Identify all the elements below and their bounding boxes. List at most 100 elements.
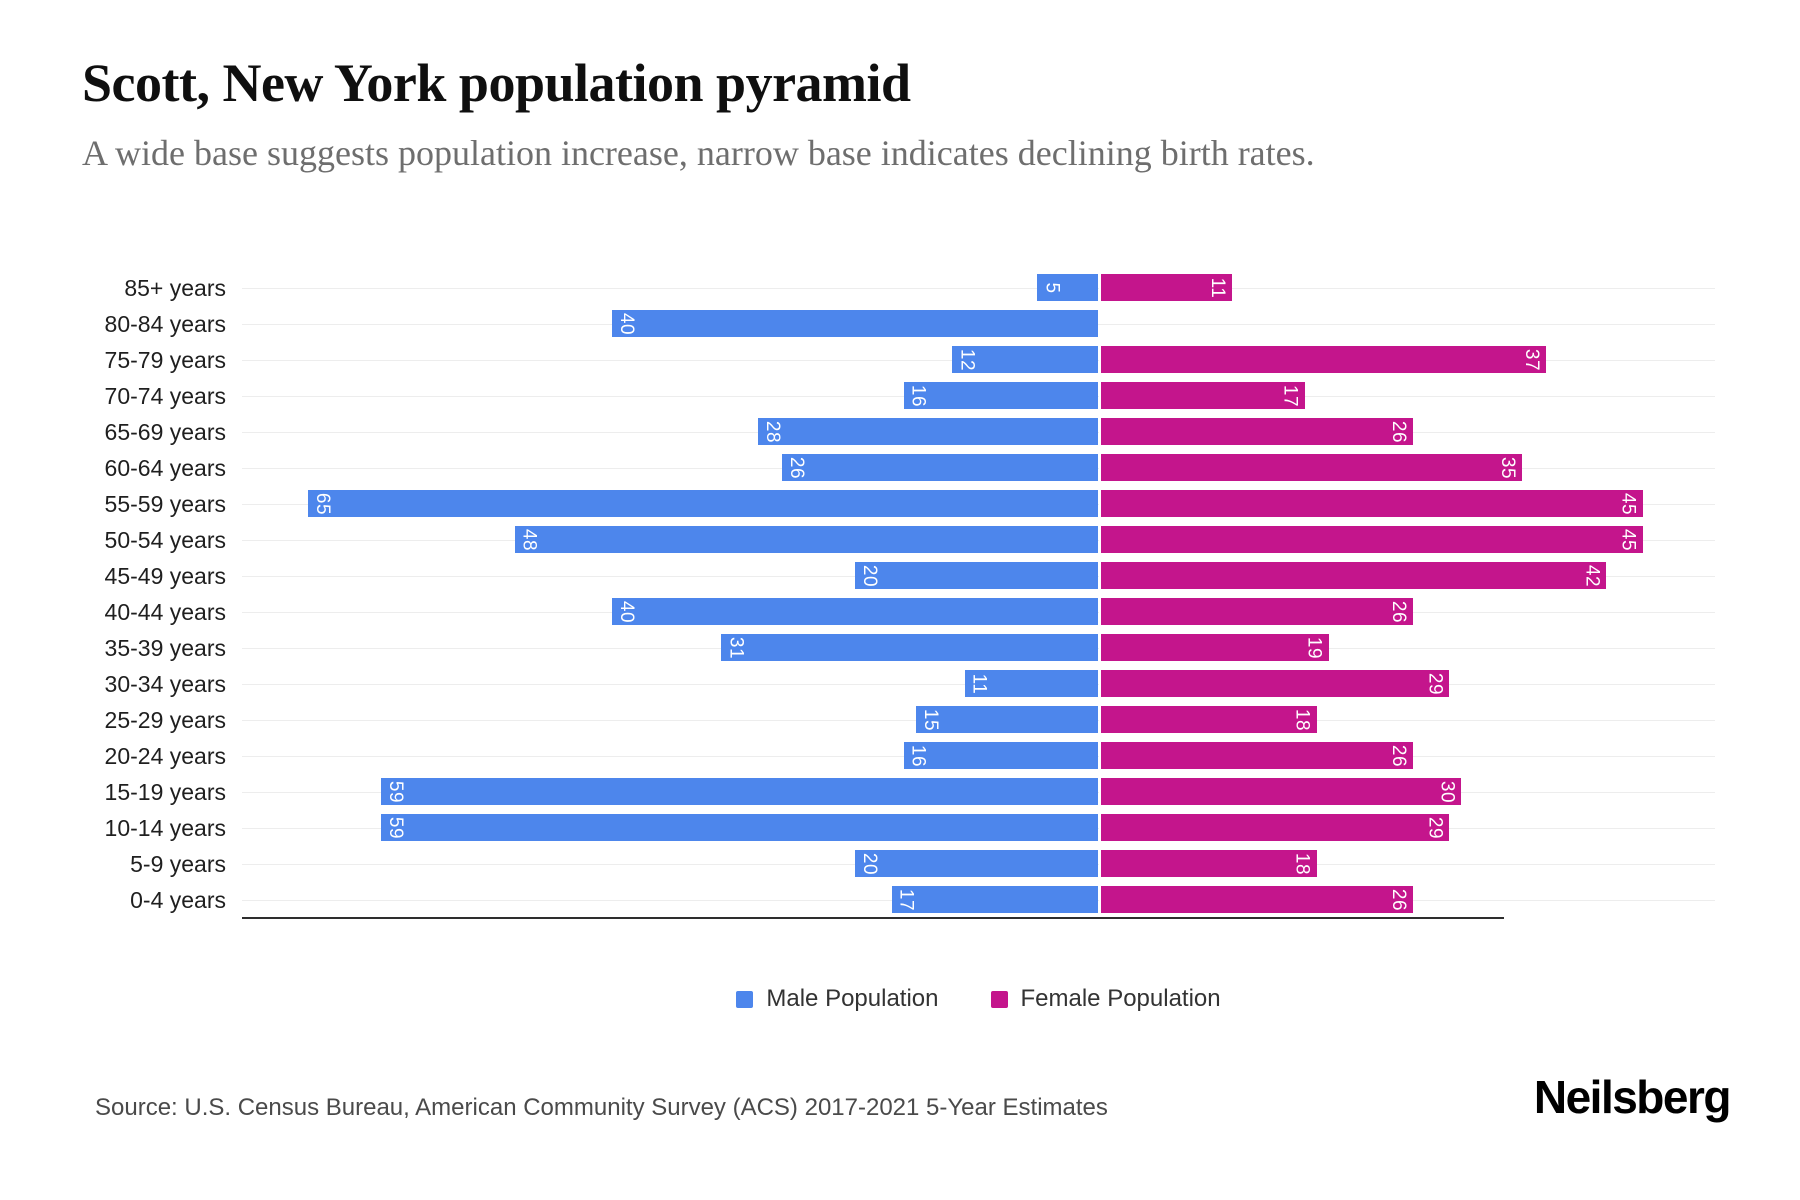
plot-area: 11 29	[242, 666, 1715, 702]
female-value-label: 37	[1520, 348, 1542, 371]
female-bar: 29	[1099, 814, 1450, 841]
female-value-label: 42	[1581, 564, 1603, 587]
female-swatch-icon	[990, 990, 1008, 1008]
female-bar: 26	[1099, 418, 1414, 445]
female-value-label: 18	[1291, 852, 1313, 875]
female-bar: 26	[1099, 598, 1414, 625]
male-bar: 20	[855, 562, 1099, 589]
female-bar: 29	[1099, 670, 1450, 697]
male-swatch-icon	[736, 990, 754, 1008]
page-title: Scott, New York population pyramid	[82, 53, 911, 113]
male-bar: 16	[903, 742, 1099, 769]
age-group-label: 50-54 years	[104, 527, 226, 553]
female-bar: 26	[1099, 886, 1414, 913]
age-group-label: 15-19 years	[104, 779, 226, 805]
male-bar: 59	[380, 778, 1099, 805]
plot-area: 40 26	[242, 594, 1715, 630]
female-bar: 17	[1099, 382, 1305, 409]
male-value-label: 20	[859, 564, 881, 587]
age-group-label: 80-84 years	[104, 311, 226, 337]
plot-area: 5 11	[242, 270, 1715, 306]
female-bar: 42	[1099, 562, 1607, 589]
female-value-label: 26	[1388, 744, 1410, 767]
plot-area: 20 42	[242, 558, 1715, 594]
female-bar: 30	[1099, 778, 1462, 805]
female-value-label: 17	[1279, 384, 1301, 407]
age-group-label: 75-79 years	[104, 347, 226, 373]
legend-label-female: Female Population	[1020, 985, 1221, 1012]
plot-area: 59 29	[242, 810, 1715, 846]
pyramid-row: 40-44 years 40 26	[0, 594, 1715, 630]
plot-area: 48 45	[242, 522, 1715, 558]
female-bar: 45	[1099, 526, 1643, 553]
pyramid-row: 85+ years 5 11	[0, 270, 1715, 306]
plot-area: 17 26	[242, 882, 1715, 918]
female-value-label: 11	[1207, 277, 1229, 298]
age-group-label: 60-64 years	[104, 455, 226, 481]
age-group-label: 35-39 years	[104, 635, 226, 661]
pyramid-row: 75-79 years 12 37	[0, 342, 1715, 378]
age-group-label: 45-49 years	[104, 563, 226, 589]
pyramid-row: 10-14 years 59 29	[0, 810, 1715, 846]
plot-area: 12 37	[242, 342, 1715, 378]
female-bar: 19	[1099, 634, 1329, 661]
legend-item-male[interactable]: Male Population	[736, 985, 939, 1013]
pyramid-row: 45-49 years 20 42	[0, 558, 1715, 594]
male-bar: 28	[757, 418, 1099, 445]
male-value-label: 59	[384, 816, 406, 839]
pyramid-row: 70-74 years 16 17	[0, 378, 1715, 414]
female-bar: 35	[1099, 454, 1522, 481]
neilsberg-logo[interactable]: Neilsberg	[1533, 1071, 1732, 1123]
pyramid-row: 15-19 years 59 30	[0, 774, 1715, 810]
female-bar: 11	[1099, 274, 1233, 301]
legend-item-female[interactable]: Female Population	[990, 985, 1221, 1013]
male-bar: 26	[782, 454, 1099, 481]
plot-area: 16 17	[242, 378, 1715, 414]
age-group-label: 85+ years	[124, 275, 226, 301]
male-value-label: 12	[956, 348, 978, 371]
pyramid-row: 50-54 years 48 45	[0, 522, 1715, 558]
male-value-label: 5	[1041, 281, 1063, 294]
male-bar: 48	[514, 526, 1099, 553]
plot-area: 26 35	[242, 450, 1715, 486]
male-value-label: 40	[615, 312, 637, 335]
source-attribution: Source: U.S. Census Bureau, American Com…	[95, 1094, 1108, 1121]
age-group-label: 55-59 years	[104, 491, 226, 517]
pyramid-row: 35-39 years 31 19	[0, 630, 1715, 666]
plot-area: 59 30	[242, 774, 1715, 810]
male-value-label: 59	[384, 780, 406, 803]
male-value-label: 28	[761, 420, 783, 443]
plot-area: 15 18	[242, 702, 1715, 738]
male-value-label: 16	[907, 384, 929, 407]
plot-area: 40	[242, 306, 1715, 342]
plot-area: 65 45	[242, 486, 1715, 522]
male-value-label: 26	[786, 456, 808, 479]
gridline	[242, 288, 1715, 289]
female-value-label: 29	[1424, 672, 1446, 695]
male-value-label: 65	[311, 492, 333, 515]
x-axis-line	[242, 917, 1504, 919]
male-value-label: 48	[518, 528, 540, 551]
female-value-label: 35	[1496, 456, 1518, 479]
pyramid-row: 65-69 years 28 26	[0, 414, 1715, 450]
male-bar: 40	[611, 598, 1099, 625]
male-value-label: 16	[907, 744, 929, 767]
legend-label-male: Male Population	[766, 985, 939, 1012]
pyramid-row: 20-24 years 16 26	[0, 738, 1715, 774]
male-bar: 65	[307, 490, 1099, 517]
male-bar: 15	[915, 706, 1099, 733]
male-value-label: 11	[968, 673, 990, 694]
male-bar: 5	[1037, 274, 1099, 301]
male-value-label: 31	[725, 636, 747, 659]
age-group-label: 25-29 years	[104, 707, 226, 733]
age-group-label: 30-34 years	[104, 671, 226, 697]
pyramid-row: 5-9 years 20 18	[0, 846, 1715, 882]
page-subtitle: A wide base suggests population increase…	[82, 133, 1315, 173]
female-bar: 18	[1099, 850, 1317, 877]
male-bar: 17	[891, 886, 1099, 913]
plot-area: 20 18	[242, 846, 1715, 882]
age-group-label: 70-74 years	[104, 383, 226, 409]
age-group-label: 10-14 years	[104, 815, 226, 841]
age-group-label: 0-4 years	[130, 887, 226, 913]
